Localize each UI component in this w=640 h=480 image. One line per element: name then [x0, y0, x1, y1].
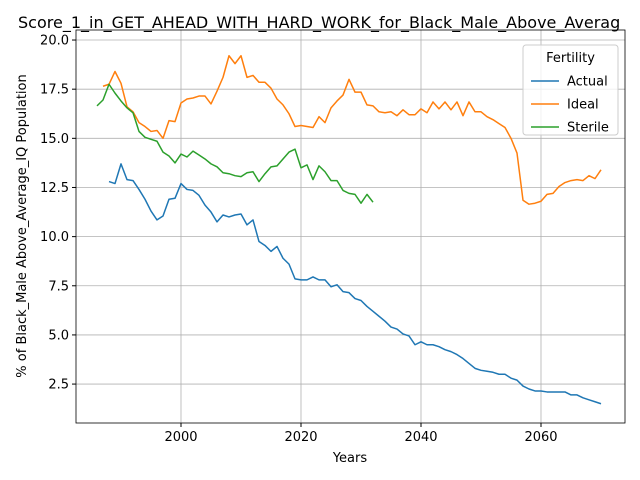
x-tick-label: 2020 [284, 430, 317, 445]
y-tick-label: 12.5 [40, 181, 69, 196]
y-axis-label: % of Black_Male Above_Average_IQ Populat… [15, 74, 30, 377]
legend-label: Ideal [567, 98, 599, 113]
x-tick-label: 2000 [164, 430, 197, 445]
legend-box [522, 44, 619, 136]
series-line [108, 163, 602, 405]
legend-label: Actual [567, 75, 608, 90]
series-line [102, 55, 602, 205]
y-tick-label: 2.5 [48, 378, 69, 393]
plot-frame [75, 29, 626, 424]
y-tick-label: 5.0 [48, 328, 69, 343]
y-tick-label: 10.0 [40, 230, 69, 245]
y-tick-label: 20.0 [40, 34, 69, 49]
legend-title: Fertility [546, 51, 595, 66]
legend-label: Sterile [567, 121, 609, 136]
series-line [96, 83, 374, 204]
x-tick-label: 2040 [404, 430, 437, 445]
y-tick-label: 15.0 [40, 132, 69, 147]
y-tick-label: 17.5 [40, 83, 69, 98]
y-tick-label: 7.5 [48, 279, 69, 294]
chart-title: Score_1_in_GET_AHEAD_WITH_HARD_WORK_for_… [18, 13, 620, 33]
x-tick-label: 2060 [524, 430, 557, 445]
x-axis-label: Years [332, 451, 368, 466]
